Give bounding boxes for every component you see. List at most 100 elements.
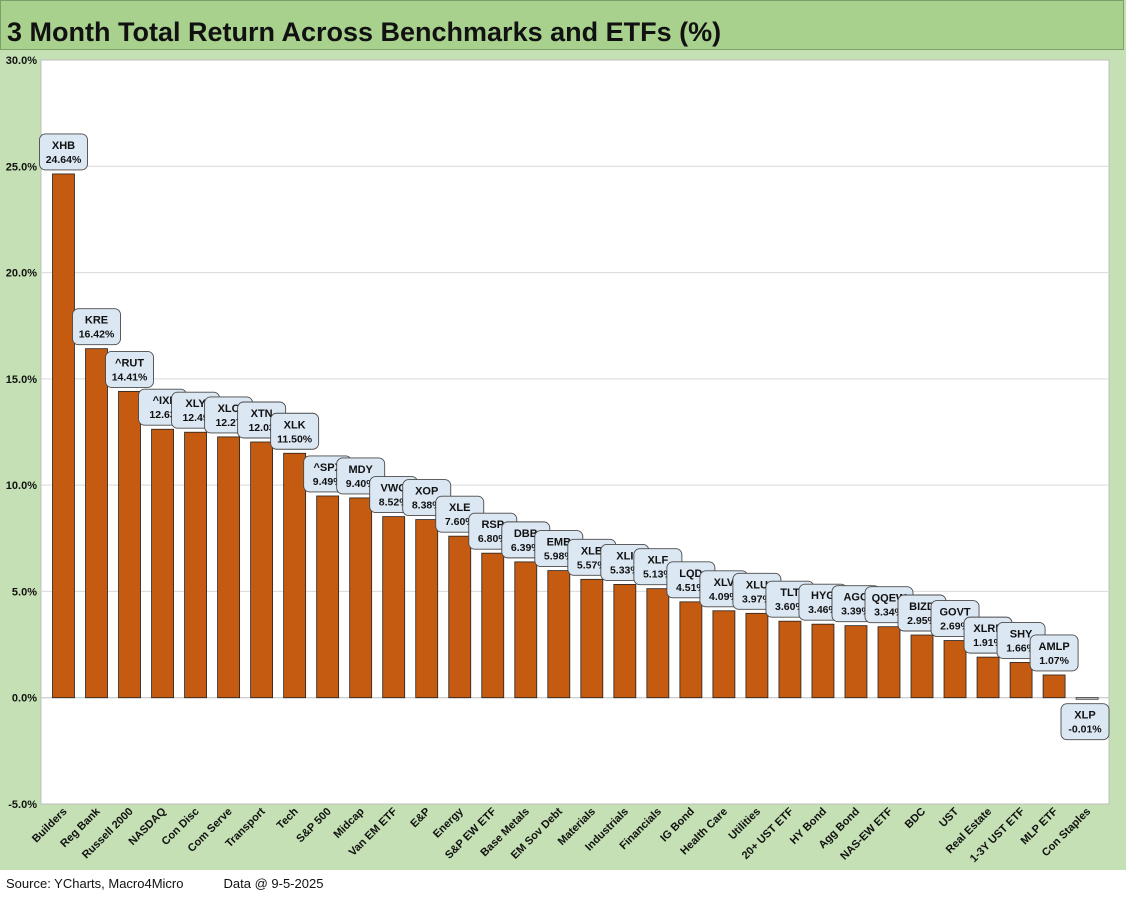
data-label-value: 14.41% xyxy=(112,371,148,383)
title-bar: 3 Month Total Return Across Benchmarks a… xyxy=(0,0,1124,50)
bar xyxy=(52,173,75,699)
bar xyxy=(415,519,439,699)
bar xyxy=(250,441,274,699)
data-label-ticker: VWO xyxy=(381,483,408,495)
data-label-ticker: RSP xyxy=(481,519,504,531)
x-tick-label: S&P 500 xyxy=(294,806,333,845)
data-label-ticker: XLC xyxy=(218,403,240,415)
x-tick-label: UST xyxy=(937,805,961,829)
data-label-value: 11.50% xyxy=(277,433,313,445)
bar xyxy=(316,495,340,699)
data-labels: XHB 24.64% KRE 16.42% ^RUT 14.41% ^IXI 12.63 XLY… xyxy=(39,133,1110,741)
bar xyxy=(844,625,868,699)
bar xyxy=(448,535,472,699)
bar xyxy=(184,431,207,699)
data-label-ticker: XOP xyxy=(415,486,438,498)
bar xyxy=(349,497,373,699)
bar xyxy=(943,640,967,699)
data-label-ticker: AGG xyxy=(843,592,868,604)
data-label-ticker: BIZD xyxy=(909,601,935,613)
data-label-ticker: XLI xyxy=(616,550,633,562)
data-label: ^RUT 14.41% xyxy=(105,350,154,388)
data-label-ticker: GOVT xyxy=(939,607,970,619)
data-label-value: 12.63 xyxy=(149,409,175,421)
data-label-value: 8.52% xyxy=(379,497,409,509)
bar xyxy=(1009,662,1033,699)
data-label-value: 4.09% xyxy=(709,591,739,603)
data-label-value: 7.60% xyxy=(445,516,475,528)
data-label-ticker: XTN xyxy=(251,408,273,420)
data-label-box xyxy=(1029,634,1079,672)
bar xyxy=(514,561,538,699)
data-label-ticker: XHB xyxy=(52,140,75,152)
bar xyxy=(118,390,141,699)
data-label-box xyxy=(105,350,154,388)
data-label-value: 3.46% xyxy=(808,604,838,616)
data-label: XHB 24.64% xyxy=(39,133,88,171)
bar xyxy=(382,516,406,699)
data-label-ticker: HYG xyxy=(811,590,835,602)
bar xyxy=(646,588,670,699)
y-tick-label: 15.0% xyxy=(6,374,37,386)
bar-chart: -5.0% 0.0% 5.0% 10.0% 15.0% 20.0% 25.0% 30.0% B… xyxy=(6,55,1110,865)
data-label-ticker: ^SPX xyxy=(313,462,342,474)
data-label-box xyxy=(39,133,88,171)
bar xyxy=(1075,697,1099,700)
data-label-ticker: XLK xyxy=(284,419,306,431)
data-label-value: 2.69% xyxy=(940,621,970,633)
data-label-ticker: XLU xyxy=(746,579,768,591)
data-label-ticker: TLT xyxy=(780,587,800,599)
data-label-value: 12.49 xyxy=(182,412,208,424)
chart-title: 3 Month Total Return Across Benchmarks a… xyxy=(7,17,722,47)
data-label: XLP -0.01% xyxy=(1060,703,1110,741)
bar xyxy=(481,552,505,699)
data-label-ticker: XLV xyxy=(714,577,735,589)
data-label-box xyxy=(1060,703,1110,741)
y-tick-label: 0.0% xyxy=(12,693,37,705)
data-label-ticker: EMB xyxy=(547,537,572,549)
data-label-ticker: ^IXI xyxy=(153,395,173,407)
x-tick-label: E&P xyxy=(408,806,432,830)
y-tick-label: 25.0% xyxy=(6,161,37,173)
bar xyxy=(151,428,174,699)
data-label-box xyxy=(270,412,320,450)
data-label-ticker: XLRE xyxy=(973,623,1002,635)
data-label-ticker: XLF xyxy=(647,555,668,567)
data-label-value: -0.01% xyxy=(1068,724,1102,736)
data-label-value: 12.27 xyxy=(215,417,241,429)
data-label-value: 24.64% xyxy=(46,154,82,166)
data-label-ticker: SHY xyxy=(1010,628,1033,640)
data-date: Data @ 9-5-2025 xyxy=(223,876,324,891)
bar xyxy=(679,601,703,699)
data-label-value: 5.33% xyxy=(610,564,640,576)
data-label: KRE 16.42% xyxy=(72,308,121,346)
data-label-value: 9.40% xyxy=(346,478,376,490)
data-label-ticker: AMLP xyxy=(1039,641,1070,653)
data-label-ticker: KRE xyxy=(85,315,108,327)
x-tick-label: Tech xyxy=(275,805,301,831)
data-label-value: 5.98% xyxy=(544,551,574,563)
data-label-box xyxy=(72,308,121,346)
bar xyxy=(712,610,736,699)
data-label-ticker: LQD xyxy=(679,568,702,580)
data-label-value: 4.51% xyxy=(676,582,706,594)
bar xyxy=(745,612,769,699)
y-tick-label: 20.0% xyxy=(6,268,37,280)
data-label-value: 6.80% xyxy=(478,533,508,545)
data-label-value: 6.39% xyxy=(511,542,541,554)
y-axis: -5.0% 0.0% 5.0% 10.0% 15.0% 20.0% 25.0% 30.0% xyxy=(6,55,37,811)
bar xyxy=(217,436,241,699)
data-label-value: 1.66% xyxy=(1006,642,1036,654)
bar xyxy=(910,634,934,699)
bar xyxy=(85,348,108,699)
data-label-ticker: XLY xyxy=(185,398,206,410)
y-tick-label: -5.0% xyxy=(8,799,37,811)
data-label-ticker: ^RUT xyxy=(115,357,144,369)
data-label-value: 5.13% xyxy=(643,569,673,581)
data-label-value: 8.38% xyxy=(412,500,442,512)
data-label-ticker: XLP xyxy=(1074,710,1095,722)
data-label-value: 3.60% xyxy=(775,601,805,613)
data-label-value: 3.34% xyxy=(874,607,904,619)
source-note: Source: YCharts, Macro4Micro xyxy=(6,876,184,891)
